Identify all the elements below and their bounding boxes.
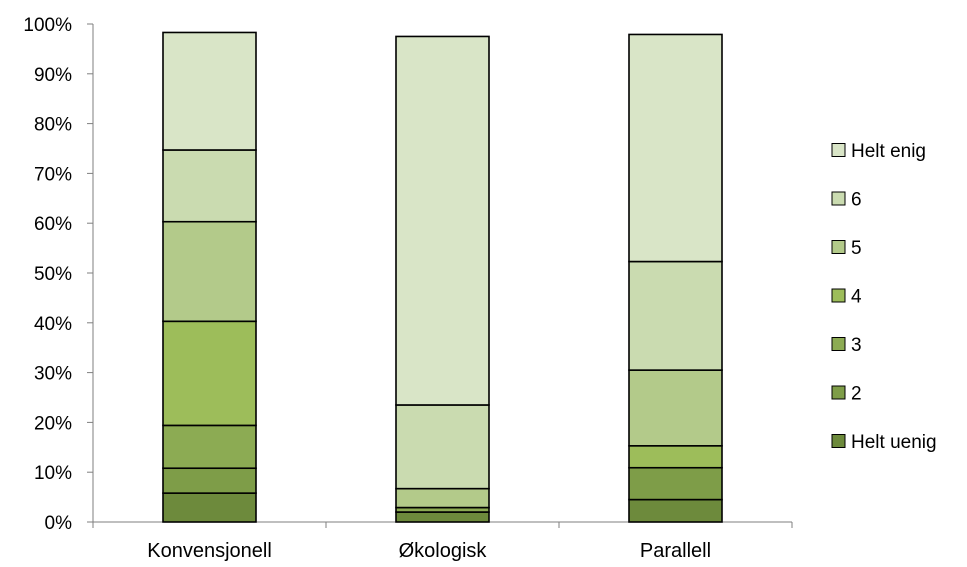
legend-item: Helt uenig — [831, 432, 937, 453]
legend-swatch — [831, 385, 846, 400]
bar-segment — [162, 31, 257, 151]
bar-segment — [162, 424, 257, 470]
legend-label: 2 — [851, 384, 862, 405]
y-tick-label: 100% — [23, 15, 72, 36]
legend-item: Helt enig — [831, 141, 926, 162]
y-axis: 0% 10% 20% 30% 40% 50% 60% 70% 80% 90% 100% — [23, 15, 94, 534]
y-tick-label: 30% — [34, 364, 72, 385]
legend-swatch — [831, 434, 846, 448]
legend-swatch — [831, 337, 846, 351]
y-tick-label: 60% — [34, 214, 72, 235]
bar-stack — [395, 35, 490, 523]
bar-segment — [162, 220, 257, 323]
bar-segment — [628, 498, 723, 523]
legend-label: 4 — [851, 287, 862, 308]
legend-label: 3 — [851, 335, 862, 356]
y-tick-label: 70% — [34, 164, 72, 185]
bar-segment — [395, 487, 490, 509]
x-axis: Konvensjonell Økologisk Parallell — [92, 521, 793, 562]
legend: Helt enig 6 5 4 3 2 Helt uenig — [831, 141, 937, 453]
y-tick-label: 80% — [34, 115, 72, 136]
bar-segment — [395, 35, 490, 406]
bar-segment — [628, 466, 723, 501]
legend-label: Helt enig — [851, 141, 926, 162]
y-tick-label: 90% — [34, 65, 72, 86]
x-tick-label: Økologisk — [399, 540, 488, 562]
legend-label: Helt uenig — [851, 432, 937, 453]
legend-label: 5 — [851, 238, 862, 259]
legend-item: 2 — [831, 384, 862, 405]
x-tick-label: Parallell — [640, 540, 711, 562]
bar-segment — [162, 492, 257, 523]
bar-segment — [395, 511, 490, 523]
legend-swatch — [831, 240, 846, 254]
legend-item: 4 — [831, 287, 862, 308]
legend-swatch — [831, 143, 846, 157]
legend-swatch — [831, 288, 846, 303]
bar-segment — [162, 149, 257, 223]
bar-segment — [162, 320, 257, 427]
y-tick-label: 50% — [34, 264, 72, 285]
y-tick-label: 40% — [34, 314, 72, 335]
bar-stack — [628, 33, 723, 523]
y-tick-label: 20% — [34, 413, 72, 434]
bars — [162, 31, 723, 523]
legend-item: 3 — [831, 335, 862, 356]
bar-segment — [628, 260, 723, 371]
legend-label: 6 — [851, 190, 862, 211]
bar-segment — [628, 445, 723, 469]
bar-segment — [628, 33, 723, 263]
legend-item: 6 — [831, 190, 862, 211]
y-tick-label: 10% — [34, 463, 72, 484]
bar-stack — [162, 31, 257, 523]
bar-segment — [162, 467, 257, 494]
bar-segment — [395, 404, 490, 490]
legend-swatch — [831, 191, 846, 206]
y-tick-label: 0% — [45, 513, 73, 534]
bar-segment — [628, 369, 723, 447]
legend-item: 5 — [831, 238, 862, 259]
x-tick-label: Konvensjonell — [147, 540, 272, 562]
